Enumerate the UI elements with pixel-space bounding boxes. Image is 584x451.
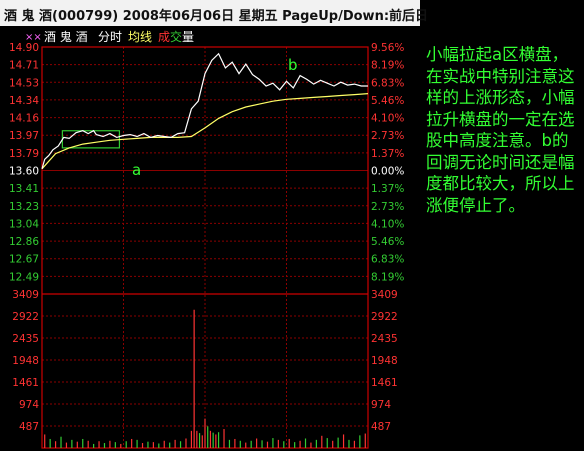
price-tick-label: 13.41: [9, 183, 39, 195]
volume-tick-label: 2435: [12, 333, 39, 345]
price-tick-label: 13.60: [9, 166, 39, 178]
legend-markers: ××: [25, 32, 42, 43]
legend-volume: 量: [182, 30, 194, 44]
pct-tick-label: 5.46%: [371, 95, 404, 107]
legend-chengjiao-2: 交: [170, 29, 182, 44]
chart-legend: ×× 酒 鬼 酒 分时 均线 成 交 量: [25, 29, 194, 44]
volume-tick-label: 2922: [12, 311, 39, 323]
pct-tick-label: 2.73%: [371, 201, 404, 213]
price-line: [41, 52, 368, 169]
pct-tick-label: 6.83%: [371, 77, 404, 89]
pct-tick-label: 4.10%: [371, 218, 404, 230]
pct-tick-label: 8.19%: [371, 60, 404, 72]
pct-tick-label: 2.73%: [371, 130, 404, 142]
price-tick-label: 14.34: [9, 95, 39, 107]
volume-tick-label: 974: [19, 399, 39, 411]
pct-tick-label: 5.46%: [371, 236, 404, 248]
price-tick-label: 14.90: [9, 42, 39, 54]
price-tick-label: 13.23: [9, 201, 39, 213]
pct-tick-label: 1.37%: [371, 148, 404, 160]
avg-price-line: [41, 93, 369, 170]
annotation-a: a: [132, 161, 141, 179]
volume-tick-label-right: 1948: [371, 355, 398, 367]
price-tick-label: 14.53: [9, 77, 39, 89]
legend-time: 分时: [98, 30, 122, 44]
intraday-chart[interactable]: 14.90 9.56% 14.71 8.19% 14.53 6.83% 14.34 5.46%…: [0, 26, 420, 451]
volume-tick-label-right: 2435: [371, 333, 398, 345]
pct-tick-label: 1.37%: [371, 183, 404, 195]
price-tick-label: 13.97: [9, 130, 39, 142]
volume-tick-label: 1461: [12, 377, 39, 389]
price-tick-label: 12.86: [9, 236, 39, 248]
legend-stock-name: 酒 鬼 酒: [44, 29, 88, 44]
volume-tick-label-right: 487: [371, 421, 391, 433]
pct-tick-label: 4.10%: [371, 113, 404, 125]
volume-tick-label-right: 2922: [371, 311, 398, 323]
volume-tick-label-right: 3409: [371, 289, 398, 301]
legend-chengjiao-1: 成: [158, 30, 170, 44]
price-tick-label: 14.71: [9, 60, 39, 72]
pct-tick-label: 9.56%: [371, 42, 404, 54]
annotation-b: b: [288, 56, 298, 74]
price-tick-label: 14.16: [9, 113, 39, 125]
volume-tick-label: 1948: [12, 355, 39, 367]
volume-tick-label-right: 974: [371, 399, 391, 411]
legend-avg: 均线: [128, 30, 152, 44]
price-tick-label: 12.67: [9, 254, 39, 266]
volume-tick-label: 3409: [12, 289, 39, 301]
pct-tick-label: 6.83%: [371, 254, 404, 266]
price-tick-label: 12.49: [9, 271, 39, 283]
price-tick-label: 13.04: [9, 218, 39, 230]
price-tick-label: 13.79: [9, 148, 39, 160]
volume-tick-label-right: 1461: [371, 377, 398, 389]
pct-tick-label: 8.19%: [371, 271, 404, 283]
window-title: 酒 鬼 酒(000799) 2008年06月06日 星期五 PageUp/Dow…: [4, 9, 429, 24]
volume-tick-label: 487: [19, 421, 39, 433]
pct-tick-label: 0.00%: [371, 166, 404, 178]
window-title-bar: 酒 鬼 酒(000799) 2008年06月06日 星期五 PageUp/Dow…: [0, 0, 428, 27]
analysis-note: 小幅拉起a区横盘，在实战中特别注意这样的上涨形态，小幅拉升横盘的一定在选股中高度…: [426, 45, 575, 215]
